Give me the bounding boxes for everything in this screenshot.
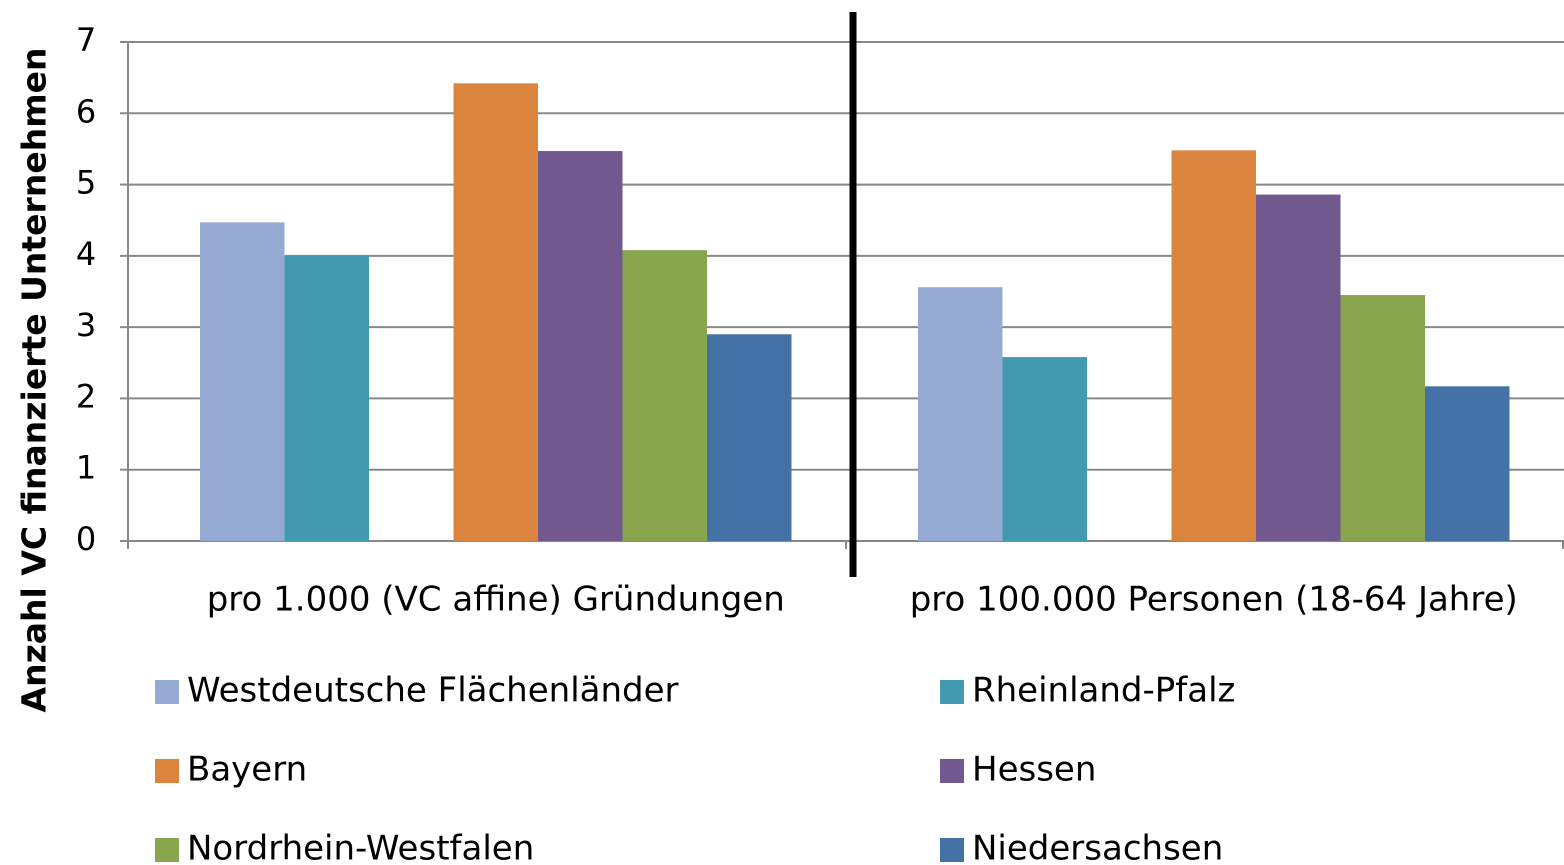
y-tick-label: 5 <box>76 164 96 202</box>
bar <box>1340 295 1425 541</box>
x-tick-label: pro 1.000 (VC affine) Gründungen <box>207 580 785 620</box>
legend-label: Westdeutsche Flächenländer <box>187 671 679 711</box>
y-tick-label: 1 <box>76 449 96 487</box>
y-axis-label: Anzahl VC finanzierte Unternehmen <box>15 48 54 713</box>
y-tick-label: 2 <box>76 377 96 415</box>
y-tick-label: 6 <box>76 92 96 130</box>
bar <box>1425 386 1510 541</box>
legend-label: Hessen <box>972 750 1096 790</box>
y-tick-label: 7 <box>76 21 96 59</box>
legend-label: Bayern <box>187 750 307 790</box>
legend-swatch <box>155 680 179 704</box>
y-tick-label: 3 <box>76 306 96 344</box>
bar <box>622 250 707 541</box>
bar <box>284 255 369 541</box>
bar <box>918 287 1003 541</box>
legend-swatch <box>940 838 964 862</box>
bar <box>453 83 538 542</box>
y-tick-label: 0 <box>76 520 96 558</box>
legend-label: Niedersachsen <box>972 829 1223 865</box>
bar <box>538 151 623 541</box>
bar <box>1171 150 1256 541</box>
legend-label: Rheinland-Pfalz <box>972 671 1235 711</box>
legend-label: Nordrhein-Westfalen <box>187 829 534 865</box>
legend-swatch <box>940 680 964 704</box>
bar <box>707 334 792 541</box>
legend-swatch <box>155 838 179 862</box>
bar <box>200 222 285 542</box>
legend-swatch <box>940 759 964 783</box>
x-tick-label: pro 100.000 Personen (18-64 Jahre) <box>910 580 1518 620</box>
bar <box>1002 357 1087 541</box>
bar <box>1256 194 1341 541</box>
legend-swatch <box>155 759 179 783</box>
y-tick-label: 4 <box>76 235 96 273</box>
